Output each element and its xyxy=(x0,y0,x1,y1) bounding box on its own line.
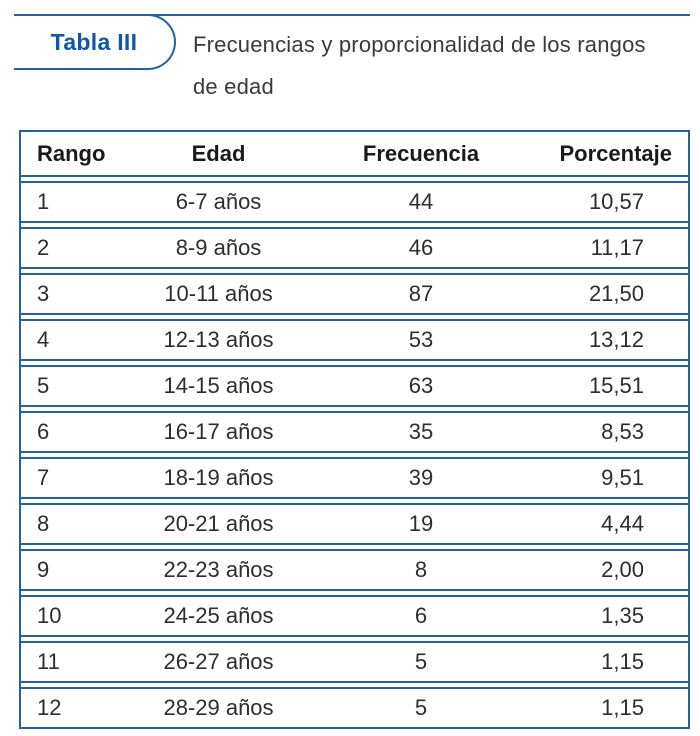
table-row: 7 18-19 años 39 9,51 xyxy=(21,457,688,499)
cell-edad: 20-21 años xyxy=(163,511,274,536)
cell-edad: 6-7 años xyxy=(175,189,262,214)
table-row: 9 22-23 años 8 2,00 xyxy=(21,549,688,591)
cell-edad: 24-25 años xyxy=(163,603,274,628)
cell-porcentaje: 15,51 xyxy=(588,373,644,398)
cell-frecuencia: 6 xyxy=(414,603,428,628)
cell-edad: 22-23 años xyxy=(163,557,274,582)
cell-rango: 8 xyxy=(37,511,50,536)
column-header-rango: Rango xyxy=(37,140,106,166)
table-row: 11 26-27 años 5 1,15 xyxy=(21,641,688,683)
table-row: 5 14-15 años 63 15,51 xyxy=(21,365,688,407)
cell-porcentaje: 2,00 xyxy=(601,557,644,582)
column-header-edad: Edad xyxy=(191,140,246,166)
cell-frecuencia: 53 xyxy=(408,327,434,352)
table-row: 6 16-17 años 35 8,53 xyxy=(21,411,688,453)
data-table: Rango Edad Frecuencia Porcentaje 1 6-7 a… xyxy=(19,130,690,729)
table-row: 8 20-21 años 19 4,44 xyxy=(21,503,688,545)
cell-porcentaje: 8,53 xyxy=(601,419,644,444)
cell-frecuencia: 19 xyxy=(408,511,434,536)
cell-porcentaje: 1,15 xyxy=(601,649,644,674)
table-header-row: Rango Edad Frecuencia Porcentaje xyxy=(21,130,688,177)
cell-frecuencia: 5 xyxy=(414,649,428,674)
table-row: 1 6-7 años 44 10,57 xyxy=(21,181,688,223)
table-badge: Tabla III xyxy=(14,14,176,70)
table-body: 1 6-7 años 44 10,57 2 8-9 años 46 11,17 … xyxy=(21,181,688,729)
cell-edad: 18-19 años xyxy=(163,465,274,490)
cell-rango: 11 xyxy=(37,649,60,674)
cell-frecuencia: 46 xyxy=(408,235,434,260)
table-row: 3 10-11 años 87 21,50 xyxy=(21,273,688,315)
table-caption-line-2: de edad xyxy=(193,74,274,99)
cell-porcentaje: 1,15 xyxy=(601,695,644,720)
cell-porcentaje: 11,17 xyxy=(590,235,644,260)
column-header-frecuencia: Frecuencia xyxy=(362,140,480,166)
cell-porcentaje: 1,35 xyxy=(601,603,644,628)
cell-edad: 26-27 años xyxy=(163,649,274,674)
cell-rango: 5 xyxy=(37,373,50,398)
table-caption-line-1: Frecuencias y proporcionalidad de los ra… xyxy=(193,32,646,57)
cell-rango: 6 xyxy=(37,419,50,444)
cell-edad: 10-11 años xyxy=(164,281,273,306)
cell-porcentaje: 13,12 xyxy=(588,327,644,352)
cell-edad: 8-9 años xyxy=(175,235,262,260)
table-caption: Frecuencias y proporcionalidad de los ra… xyxy=(193,24,683,108)
cell-porcentaje: 4,44 xyxy=(601,511,644,536)
cell-frecuencia: 39 xyxy=(408,465,434,490)
table-row: 2 8-9 años 46 11,17 xyxy=(21,227,688,269)
cell-rango: 2 xyxy=(37,235,50,260)
cell-frecuencia: 35 xyxy=(408,419,434,444)
cell-porcentaje: 10,57 xyxy=(588,189,644,214)
cell-rango: 3 xyxy=(37,281,50,306)
cell-frecuencia: 5 xyxy=(414,695,428,720)
table-row: 4 12-13 años 53 13,12 xyxy=(21,319,688,361)
cell-edad: 28-29 años xyxy=(163,695,274,720)
cell-rango: 4 xyxy=(37,327,50,352)
cell-frecuencia: 8 xyxy=(414,557,428,582)
cell-edad: 16-17 años xyxy=(163,419,274,444)
table-badge-label: Tabla III xyxy=(50,28,138,55)
cell-edad: 14-15 años xyxy=(163,373,274,398)
cell-rango: 7 xyxy=(37,465,50,490)
column-header-porcentaje: Porcentaje xyxy=(559,140,673,166)
table-row: 10 24-25 años 6 1,35 xyxy=(21,595,688,637)
cell-rango: 12 xyxy=(37,695,62,720)
table-row: 12 28-29 años 5 1,15 xyxy=(21,687,688,729)
cell-rango: 9 xyxy=(37,557,50,582)
cell-frecuencia: 87 xyxy=(408,281,434,306)
cell-rango: 1 xyxy=(37,189,50,214)
cell-porcentaje: 21,50 xyxy=(588,281,644,306)
header-rule xyxy=(14,14,690,16)
cell-rango: 10 xyxy=(37,603,62,628)
cell-porcentaje: 9,51 xyxy=(601,465,644,490)
cell-edad: 12-13 años xyxy=(163,327,274,352)
cell-frecuencia: 63 xyxy=(408,373,434,398)
cell-frecuencia: 44 xyxy=(408,189,434,214)
